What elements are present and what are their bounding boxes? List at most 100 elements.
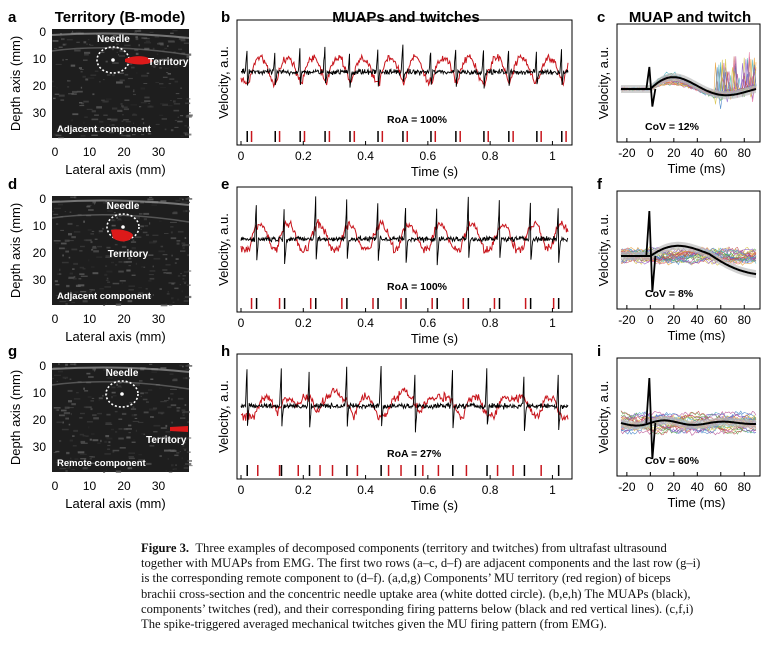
speckle [66,39,73,41]
speckle [58,127,63,130]
speckle [186,98,191,100]
speckle [90,233,94,235]
speckle [82,268,86,270]
speckle [88,426,90,429]
speckle [108,132,115,134]
velocity-axis-label: Velocity, a.u. [216,46,231,119]
twitch-std-band [621,73,756,100]
speckle [106,413,111,416]
speckle [128,257,132,260]
speckle [134,29,142,32]
time-tick-label: 0 [238,149,245,163]
speckle [53,133,59,136]
speckle [71,119,73,122]
speckle [161,118,167,120]
speckle [173,103,181,105]
depth-tick-label: 30 [33,106,47,120]
speckle [111,219,116,222]
speckle [59,414,65,417]
speckle [165,257,168,261]
speckle [110,261,114,264]
speckle [141,37,148,39]
speckle [128,457,135,460]
speckle [186,284,191,286]
speckle [106,437,113,440]
speckle [79,105,85,107]
speckle [180,250,186,252]
speckle [94,369,96,372]
speckle [185,368,190,371]
time-tick-label: 0.6 [420,149,437,163]
speckle [168,273,173,275]
speckle [103,304,106,306]
speckle [149,31,154,33]
speckle [184,237,187,239]
speckle [130,241,137,243]
speckle [120,106,124,109]
speckle [83,220,85,223]
speckle [59,247,65,250]
speckle [172,301,175,303]
speckle [98,397,103,400]
speckle [144,100,151,102]
speckle [121,105,124,107]
speckle [149,270,156,272]
speckle [64,239,70,242]
speckle [79,273,85,275]
speckle [176,407,181,409]
speckle [131,66,135,69]
speckle [163,272,167,274]
emg-plot-b: RoA = 100% [236,19,573,146]
speckle [170,464,174,467]
speckle [90,408,93,411]
speckle [64,406,70,409]
speckle [181,290,183,293]
speckle [182,244,190,247]
panel-letter-h: h [221,343,230,360]
speckle [118,270,124,273]
speckle [90,289,95,291]
speckle [98,232,100,235]
speckle [85,435,89,437]
speckle [71,236,76,239]
speckle [70,413,72,416]
speckle [91,433,95,435]
speckle [185,201,190,204]
speckle [176,240,181,242]
speckle [105,255,112,258]
speckle [89,457,92,460]
speckle [125,85,130,88]
speckle [121,120,124,122]
speckle [54,93,60,95]
speckle [143,411,149,414]
speckle [104,273,108,276]
speckle [69,211,72,213]
speckle [92,245,97,248]
speckle [177,98,183,99]
speckle [107,210,113,212]
speckle [150,378,154,380]
speckle [105,200,107,203]
speckle [152,240,158,243]
speckle [79,433,85,436]
speckle [164,449,171,452]
speckle [70,363,76,366]
speckle [118,54,120,56]
speckle [186,451,191,453]
speckle [68,293,73,295]
ms-tick-label: 40 [691,480,705,494]
speckle [149,437,156,439]
speckle [168,105,173,107]
ms-tick-label: 60 [714,146,728,160]
speckle [134,383,140,386]
ms-tick-label: 20 [667,480,681,494]
speckle [112,74,115,77]
emg-plot-frame [236,186,573,313]
speckle [174,80,179,83]
speckle [187,197,190,199]
speckle [164,47,168,50]
speckle [83,387,85,390]
speckle [184,448,186,451]
time-tick-label: 1 [549,316,556,330]
speckle [187,254,189,257]
